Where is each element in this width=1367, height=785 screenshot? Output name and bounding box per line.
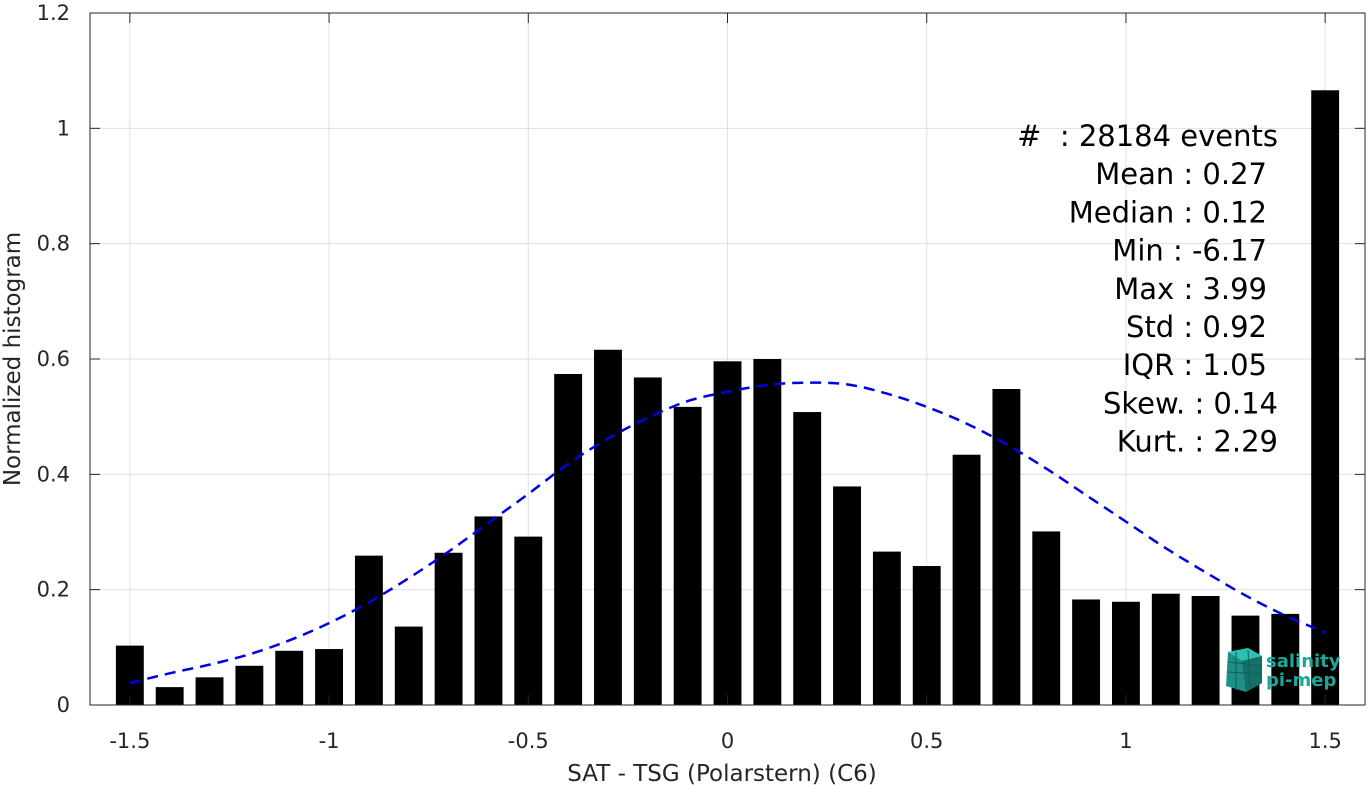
stat-line: Std : 0.92 xyxy=(1126,310,1267,344)
histogram-bar xyxy=(713,361,742,705)
histogram-bar xyxy=(195,677,224,705)
histogram-bar xyxy=(275,650,304,705)
logo-text-salinity: salinity xyxy=(1266,651,1341,672)
statistics-box: # : 28184 events Mean : 0.27 Median : 0.12… xyxy=(1017,119,1278,459)
histogram-bar xyxy=(1311,90,1340,706)
stat-line: Median : 0.12 xyxy=(1069,195,1267,229)
histogram-bar xyxy=(1111,601,1140,705)
histogram-bars xyxy=(115,90,1340,706)
x-axis-label: SAT - TSG (Polarstern) (C6) xyxy=(567,761,876,785)
histogram-bar xyxy=(833,486,861,705)
tick-labels: -1.5 -1 -0.5 0 0.5 1 1.5 0 0.2 0.4 0.6 0.8 1 1.2 xyxy=(37,1,1342,753)
histogram-bar xyxy=(514,536,543,705)
normal-fit-curve xyxy=(129,381,1326,685)
stat-line: Kurt. : 2.29 xyxy=(1117,425,1278,459)
histogram-bar xyxy=(952,454,981,705)
x-tick-label: 0.5 xyxy=(910,729,943,753)
x-tick-label: 1.5 xyxy=(1308,729,1341,753)
histogram-bar xyxy=(912,566,941,705)
y-tick-label: 0.2 xyxy=(37,578,70,602)
y-axis-label: Normalized histogram xyxy=(0,232,26,486)
histogram-bar xyxy=(554,373,583,705)
x-tick-label: -1.5 xyxy=(109,729,150,753)
axes xyxy=(89,12,1366,706)
logo-text-pimep: pi-mep xyxy=(1266,670,1336,691)
histogram-bar xyxy=(633,377,662,705)
x-tick-label: 0 xyxy=(721,729,734,753)
cube-logo-icon xyxy=(1226,648,1263,692)
histogram-bar xyxy=(474,516,503,705)
stat-line: # : 28184 events xyxy=(1017,119,1278,153)
stat-line: IQR : 1.05 xyxy=(1123,348,1267,382)
stat-line: Min : -6.17 xyxy=(1112,234,1267,268)
x-tick-label: 1 xyxy=(1119,729,1132,753)
salinity-pimep-logo: salinity pi-mep xyxy=(1226,648,1341,692)
x-tick-label: -1 xyxy=(319,729,340,753)
histogram-bar xyxy=(1072,599,1101,705)
histogram-bar xyxy=(235,665,264,705)
stat-line: Max : 3.99 xyxy=(1114,272,1267,306)
histogram-bar xyxy=(793,412,822,705)
y-tick-label: 0.8 xyxy=(37,232,70,256)
histogram-bar xyxy=(354,555,383,705)
stat-line: Mean : 0.27 xyxy=(1095,157,1267,191)
histogram-bar xyxy=(1271,613,1300,705)
histogram-bar xyxy=(394,626,423,705)
histogram-bar xyxy=(992,388,1021,705)
y-tick-label: 0 xyxy=(57,693,70,717)
y-tick-label: 1.2 xyxy=(37,1,70,25)
y-tick-label: 1 xyxy=(57,116,70,140)
x-tick-label: -0.5 xyxy=(508,729,549,753)
histogram-bar xyxy=(673,406,702,705)
y-tick-label: 0.6 xyxy=(37,347,70,371)
histogram-bar xyxy=(1151,593,1180,705)
histogram-bar xyxy=(753,359,782,705)
y-tick-label: 0.4 xyxy=(37,462,70,486)
histogram-bar xyxy=(872,551,901,705)
stat-line: Skew. : 0.14 xyxy=(1103,386,1278,420)
histogram-bar xyxy=(155,687,184,705)
histogram-bar xyxy=(1032,531,1061,705)
histogram-bar xyxy=(594,349,622,705)
histogram-bar xyxy=(1191,596,1220,705)
histogram-bar xyxy=(434,552,463,705)
